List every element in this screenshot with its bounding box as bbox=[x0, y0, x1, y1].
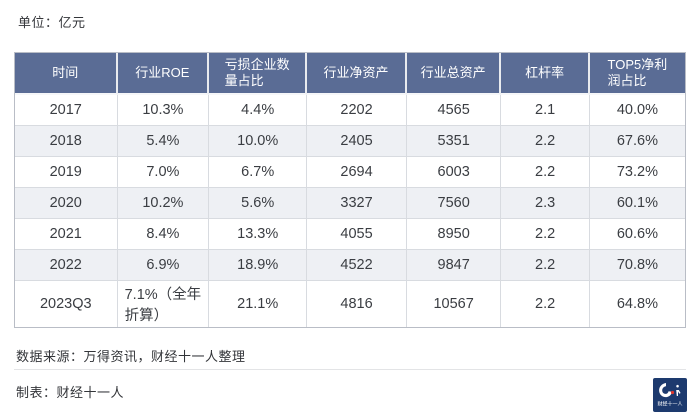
table-header-row: 时间 行业ROE 亏损企业数 量占比 行业净资产 行业总资产 杠杆率 TOP5净利 润占比 bbox=[15, 53, 685, 95]
caijing-logo: 财经十一人 bbox=[653, 378, 687, 412]
table-cell: 6003 bbox=[406, 157, 502, 188]
table-cell: 2.2 bbox=[501, 126, 590, 157]
table-cell: 60.1% bbox=[589, 188, 685, 219]
table-cell: 7.1%（全年 折算） bbox=[117, 281, 210, 327]
table-cell: 2023Q3 bbox=[15, 281, 118, 327]
column-header: 行业净资产 bbox=[307, 53, 407, 95]
unit-label: 单位：亿元 bbox=[18, 15, 86, 30]
table-cell: 64.8% bbox=[589, 281, 685, 327]
table-cell: 13.3% bbox=[209, 219, 308, 250]
table-cell: 5.4% bbox=[117, 126, 210, 157]
table-cell: 9847 bbox=[406, 250, 502, 281]
table-cell: 18.9% bbox=[209, 250, 308, 281]
table-cell: 2017 bbox=[15, 95, 118, 126]
table-row: 2019 7.0% 6.7% 2694 6003 2.2 73.2% bbox=[15, 157, 685, 188]
footer-divider bbox=[14, 369, 686, 370]
table-row: 2021 8.4% 13.3% 4055 8950 2.2 60.6% bbox=[15, 219, 685, 250]
table-cell: 5.6% bbox=[209, 188, 308, 219]
table-cell: 3327 bbox=[307, 188, 407, 219]
source-note: 数据来源：万得资讯，财经十一人整理 bbox=[16, 349, 246, 364]
table-cell: 70.8% bbox=[589, 250, 685, 281]
table-cell: 2405 bbox=[307, 126, 407, 157]
table-row: 2020 10.2% 5.6% 3327 7560 2.3 60.1% bbox=[15, 188, 685, 219]
table-cell: 10.3% bbox=[117, 95, 210, 126]
column-header: 亏损企业数 量占比 bbox=[209, 53, 308, 95]
column-header: 行业ROE bbox=[117, 53, 210, 95]
table-cell: 4055 bbox=[307, 219, 407, 250]
table-row: 2018 5.4% 10.0% 2405 5351 2.2 67.6% bbox=[15, 126, 685, 157]
table-cell: 4.4% bbox=[209, 95, 308, 126]
table-cell: 2021 bbox=[15, 219, 118, 250]
table-row: 2017 10.3% 4.4% 2202 4565 2.1 40.0% bbox=[15, 95, 685, 126]
table-cell: 4565 bbox=[406, 95, 502, 126]
table-cell: 60.6% bbox=[589, 219, 685, 250]
table-cell: 2019 bbox=[15, 157, 118, 188]
table-cell: 7560 bbox=[406, 188, 502, 219]
table-cell: 2.2 bbox=[501, 219, 590, 250]
table-cell: 2018 bbox=[15, 126, 118, 157]
table-cell: 10.2% bbox=[117, 188, 210, 219]
credit-note: 制表：财经十一人 bbox=[16, 385, 125, 400]
table-cell: 2.2 bbox=[501, 281, 590, 327]
logo-mark-icon: 财经十一人 bbox=[653, 378, 687, 412]
logo-text: 财经十一人 bbox=[657, 401, 682, 408]
table-cell: 8950 bbox=[406, 219, 502, 250]
table-cell: 2022 bbox=[15, 250, 118, 281]
table-cell: 2.1 bbox=[501, 95, 590, 126]
table-cell: 10.0% bbox=[209, 126, 308, 157]
table-cell: 2.3 bbox=[501, 188, 590, 219]
table-cell: 4816 bbox=[307, 281, 407, 327]
table-cell: 73.2% bbox=[589, 157, 685, 188]
table-cell: 40.0% bbox=[589, 95, 685, 126]
column-header: 杠杆率 bbox=[501, 53, 590, 95]
table-cell: 7.0% bbox=[117, 157, 210, 188]
column-header: TOP5净利 润占比 bbox=[589, 53, 685, 95]
table-cell: 2.2 bbox=[501, 250, 590, 281]
column-header: 行业总资产 bbox=[406, 53, 502, 95]
table-cell: 2694 bbox=[307, 157, 407, 188]
table-row: 2022 6.9% 18.9% 4522 9847 2.2 70.8% bbox=[15, 250, 685, 281]
table-cell: 5351 bbox=[406, 126, 502, 157]
table-cell: 4522 bbox=[307, 250, 407, 281]
table-row: 2023Q3 7.1%（全年 折算） 21.1% 4816 10567 2.2 64.8% bbox=[15, 281, 685, 327]
table-cell: 8.4% bbox=[117, 219, 210, 250]
column-header: 时间 bbox=[15, 53, 118, 95]
table-cell: 2.2 bbox=[501, 157, 590, 188]
table-cell: 6.9% bbox=[117, 250, 210, 281]
table-cell: 2020 bbox=[15, 188, 118, 219]
table-cell: 67.6% bbox=[589, 126, 685, 157]
table-cell: 10567 bbox=[406, 281, 502, 327]
data-table: 时间 行业ROE 亏损企业数 量占比 行业净资产 行业总资产 杠杆率 TOP5净利 润占比 … bbox=[14, 52, 686, 328]
table-cell: 6.7% bbox=[209, 157, 308, 188]
data-table-wrapper: 时间 行业ROE 亏损企业数 量占比 行业净资产 行业总资产 杠杆率 TOP5净利 润占比 … bbox=[14, 52, 686, 328]
table-cell: 21.1% bbox=[209, 281, 308, 327]
table-cell: 2202 bbox=[307, 95, 407, 126]
